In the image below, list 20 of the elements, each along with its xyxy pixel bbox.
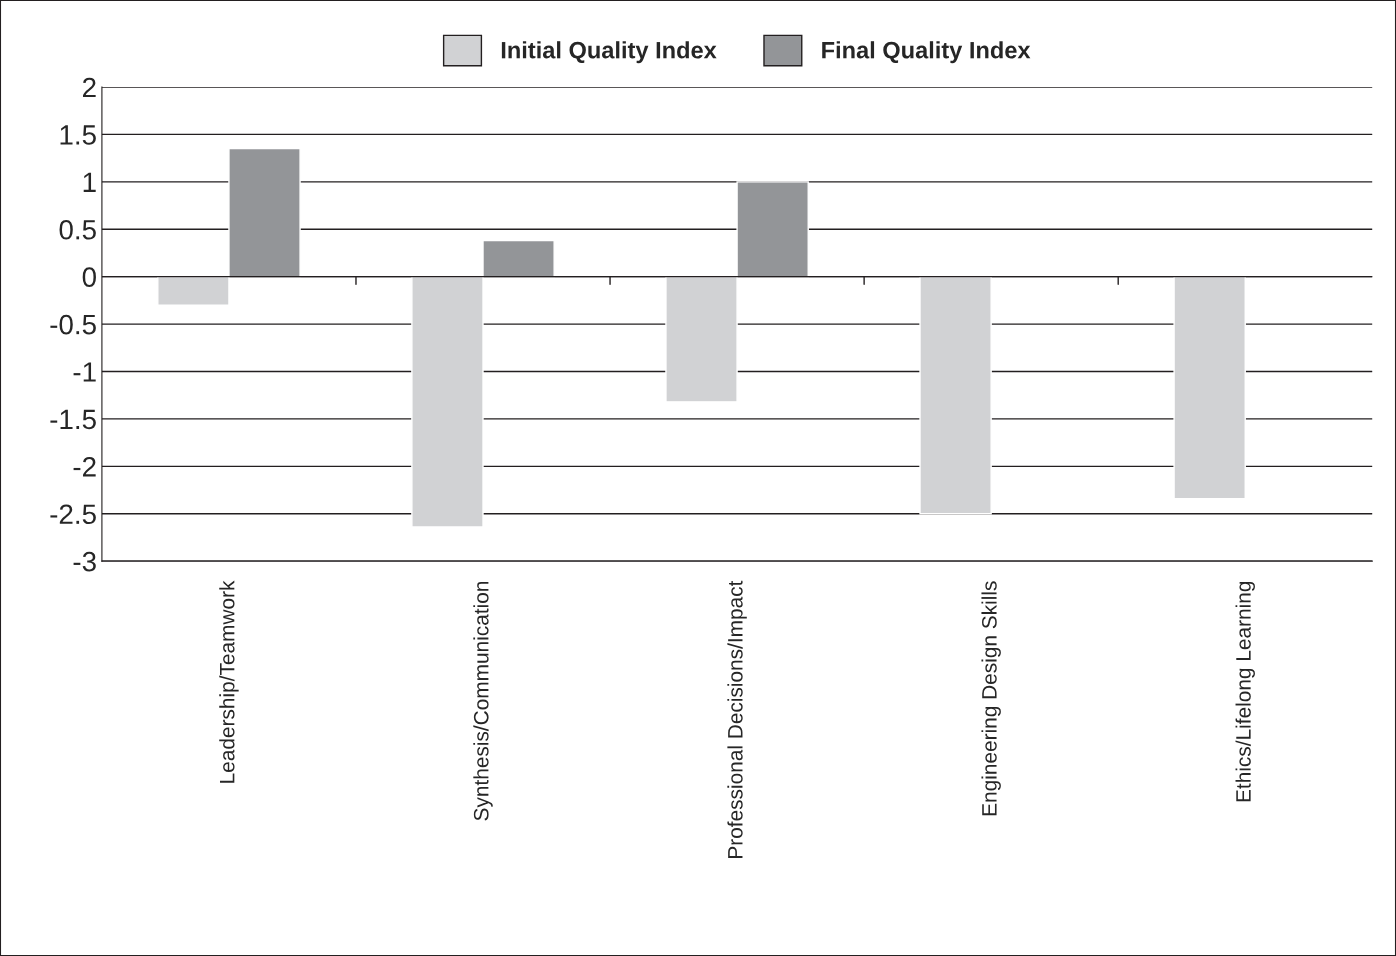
x-tick-label: Ethics/Lifelong Learning: [1235, 581, 1255, 802]
bar: [1173, 275, 1246, 500]
x-tick-label: Professional Decisions/Impact: [727, 580, 747, 858]
legend-label: Initial Quality Index: [501, 41, 717, 64]
x-tick-label: Synthesis/Communication: [473, 581, 493, 821]
y-tick-label: 1: [83, 172, 96, 192]
y-tick-label: -2.5: [50, 504, 96, 525]
y-tick-label: -1: [73, 362, 96, 382]
y-tick-label: -0.5: [50, 314, 96, 335]
legend-label: Final Quality Index: [822, 41, 1031, 64]
y-tick-label: -1.5: [50, 409, 96, 430]
y-tick-label: -2: [73, 457, 96, 477]
y-tick-label: 0.5: [59, 219, 96, 240]
y-tick-label: 2: [83, 77, 96, 98]
y-tick-label: -3: [73, 551, 96, 572]
x-tick-label: Leadership/Teamwork: [219, 580, 239, 783]
y-tick-label: 0: [82, 267, 96, 287]
y-tick-label: 1.5: [60, 125, 96, 145]
x-tick-label: Engineering Design Skills: [981, 581, 1001, 816]
bar: [919, 275, 992, 515]
